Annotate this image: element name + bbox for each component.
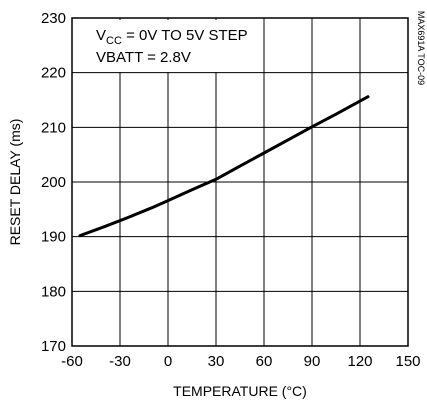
x-tick-labels: -60 -30 0 30 60 90 120 150	[61, 353, 420, 370]
y-tick-labels: 170 180 190 200 210 220 230	[41, 10, 66, 355]
y-axis-label: RESET DELAY (ms)	[7, 119, 23, 246]
y-tick-label: 170	[41, 338, 66, 355]
series-line	[78, 95, 370, 238]
x-tick-label: 60	[256, 353, 273, 370]
gridlines	[72, 18, 408, 346]
y-tick-label: 230	[41, 10, 66, 27]
x-tick-label: 90	[304, 353, 321, 370]
annotation-subscript: CC	[106, 35, 122, 47]
y-tick-label: 210	[41, 119, 66, 136]
series-layer	[78, 95, 370, 238]
y-tick-label: 180	[41, 283, 66, 300]
annotation-line-2: VBATT = 2.8V	[96, 49, 191, 66]
y-tick-label: 200	[41, 174, 66, 191]
y-tick-label: 220	[41, 65, 66, 82]
x-tick-label: -30	[109, 353, 131, 370]
x-axis-label: TEMPERATURE (°C)	[173, 383, 307, 399]
x-tick-label: 120	[347, 353, 372, 370]
x-tick-label: 150	[395, 353, 420, 370]
y-tick-label: 190	[41, 229, 66, 246]
figure-code: MAX691A TOC-09	[416, 11, 426, 85]
x-tick-label: 30	[208, 353, 225, 370]
x-tick-label: -60	[61, 353, 83, 370]
annotation-box	[78, 20, 250, 72]
plot-frame	[71, 17, 409, 347]
annotation-line-1: VCC = 0V TO 5V STEP	[96, 27, 248, 47]
x-tick-label: 0	[164, 353, 172, 370]
